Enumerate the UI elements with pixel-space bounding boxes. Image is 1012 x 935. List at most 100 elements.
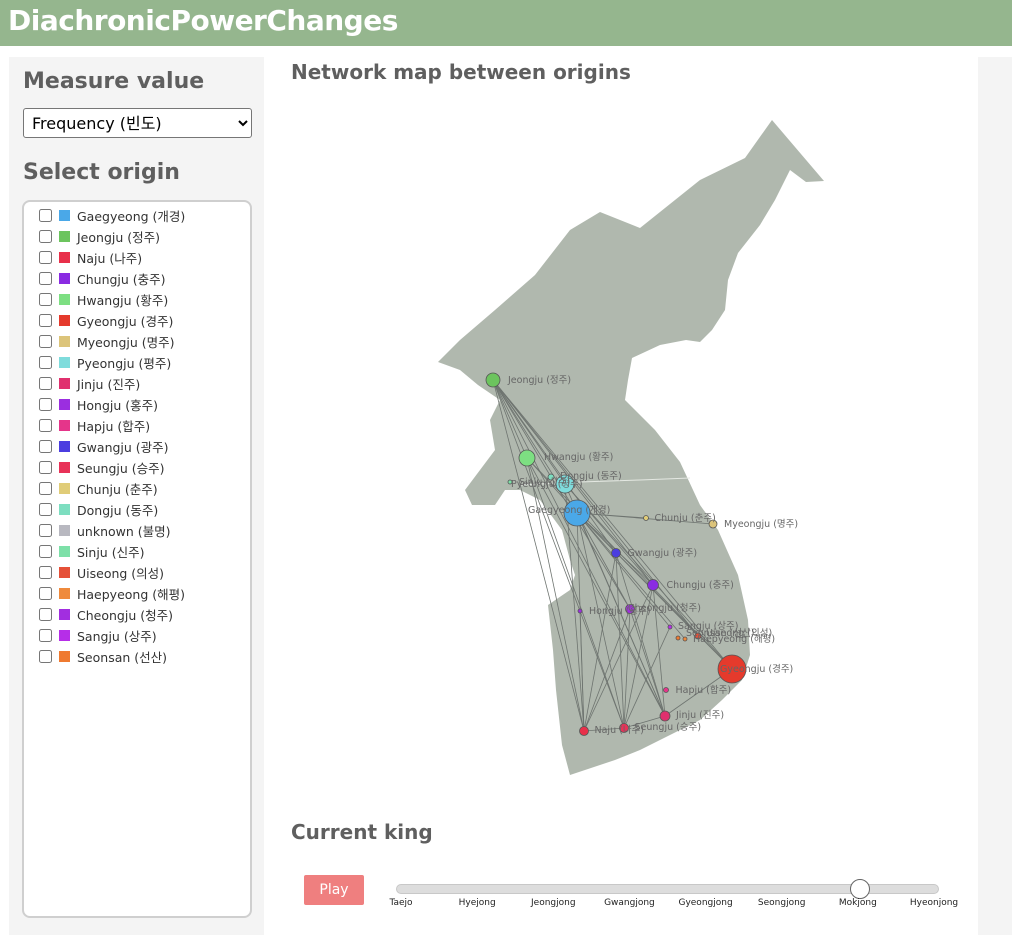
origin-color-swatch	[59, 546, 70, 557]
origin-color-swatch	[59, 231, 70, 242]
network-node-jinju[interactable]	[659, 710, 671, 722]
origin-checkbox[interactable]	[39, 356, 52, 369]
network-edge	[492, 379, 585, 732]
origin-item[interactable]: Gyeongju (경주)	[24, 310, 250, 331]
network-node-myeongju[interactable]	[708, 519, 718, 529]
origin-item[interactable]: Haepyeong (해평)	[24, 583, 250, 604]
king-tick-label: Seongjong	[757, 898, 806, 908]
origin-checkbox[interactable]	[39, 608, 52, 621]
origin-item[interactable]: Sinju (신주)	[24, 541, 250, 562]
network-node-jeongju[interactable]	[485, 372, 501, 388]
origin-item[interactable]: Chungju (충주)	[24, 268, 250, 289]
measure-select[interactable]: Frequency (빈도)	[23, 108, 252, 138]
king-tick-label: Hyejong	[458, 898, 496, 908]
origin-checkbox[interactable]	[39, 251, 52, 264]
network-node-chunju[interactable]	[643, 515, 649, 521]
origin-checkbox[interactable]	[39, 398, 52, 411]
network-node-chungju[interactable]	[647, 579, 659, 591]
network-node-seonsan[interactable]	[675, 635, 681, 641]
origin-color-swatch	[59, 294, 70, 305]
king-tick-label: Gwangjong	[604, 898, 655, 908]
origin-item[interactable]: Dongju (동주)	[24, 499, 250, 520]
origin-list[interactable]: Gaegyeong (개경) Jeongju (정주) Naju (나주) Chung…	[22, 200, 252, 918]
origin-checkbox[interactable]	[39, 440, 52, 453]
king-title: Current king	[291, 820, 433, 844]
origin-color-swatch	[59, 273, 70, 284]
origin-item[interactable]: Hwangju (황주)	[24, 289, 250, 310]
origin-item[interactable]: Sangju (상주)	[24, 625, 250, 646]
network-node-hapju[interactable]	[663, 687, 669, 693]
origin-checkbox[interactable]	[39, 272, 52, 285]
origin-checkbox[interactable]	[39, 461, 52, 474]
king-tick-label: Gyeongjong	[678, 898, 733, 908]
origin-checkbox[interactable]	[39, 377, 52, 390]
origin-item[interactable]: unknown (불명)	[24, 520, 250, 541]
origin-checkbox[interactable]	[39, 566, 52, 579]
network-node-pyeongju[interactable]	[555, 474, 575, 494]
network-edge	[492, 379, 617, 554]
origin-item[interactable]: Jinju (진주)	[24, 373, 250, 394]
origin-label: Naju (나주)	[77, 251, 143, 266]
origin-item[interactable]: Naju (나주)	[24, 247, 250, 268]
network-node-label: Gyeongju (경주)	[720, 663, 793, 675]
origin-item[interactable]: Gaegyeong (개경)	[24, 205, 250, 226]
origin-item[interactable]: Chunju (춘주)	[24, 478, 250, 499]
origin-label: Pyeongju (평주)	[77, 356, 172, 371]
origin-label: Dongju (동주)	[77, 503, 159, 518]
origin-checkbox[interactable]	[39, 587, 52, 600]
origin-checkbox[interactable]	[39, 650, 52, 663]
origin-checkbox[interactable]	[39, 482, 52, 495]
king-tick-label: Hyeonjong	[909, 898, 959, 908]
origin-checkbox[interactable]	[39, 503, 52, 516]
play-button[interactable]: Play	[304, 875, 364, 905]
network-node-uiseong[interactable]	[694, 632, 702, 640]
origin-checkbox[interactable]	[39, 293, 52, 306]
origin-checkbox[interactable]	[39, 314, 52, 327]
network-node-seungju[interactable]	[619, 723, 629, 733]
network-node-haepyeong[interactable]	[682, 636, 688, 642]
network-node-label: Jinju (진주)	[675, 710, 724, 721]
network-node-label: Gaegyeong (개경)	[528, 504, 610, 516]
king-slider-track[interactable]	[396, 884, 939, 894]
network-edge	[526, 457, 585, 732]
network-node-hwangju[interactable]	[518, 449, 536, 467]
origin-checkbox[interactable]	[39, 545, 52, 558]
network-node-gaegyeong[interactable]	[563, 499, 591, 527]
origin-item[interactable]: Jeongju (정주)	[24, 226, 250, 247]
network-node-label: Uiseong (의성)	[706, 628, 772, 639]
network-edge	[629, 608, 666, 717]
origin-label: Gyeongju (경주)	[77, 314, 174, 329]
origin-item[interactable]: Pyeongju (평주)	[24, 352, 250, 373]
network-node-sangju[interactable]	[667, 624, 673, 630]
origin-checkbox[interactable]	[39, 524, 52, 537]
origin-item[interactable]: Gwangju (광주)	[24, 436, 250, 457]
network-node-dongju[interactable]	[547, 473, 555, 481]
origin-item[interactable]: Seungju (승주)	[24, 457, 250, 478]
origin-checkbox[interactable]	[39, 209, 52, 222]
origin-color-swatch	[59, 588, 70, 599]
network-node-hongju[interactable]	[577, 608, 583, 614]
network-edge	[623, 715, 666, 729]
network-node-cheongju[interactable]	[625, 604, 635, 614]
origin-item[interactable]: Hongju (홍주)	[24, 394, 250, 415]
network-node-sinju[interactable]	[507, 479, 513, 485]
network-node-label: Gwangju (광주)	[628, 547, 698, 559]
origin-color-swatch	[59, 567, 70, 578]
king-slider-thumb[interactable]	[850, 879, 870, 899]
origin-item[interactable]: Myeongju (명주)	[24, 331, 250, 352]
origin-item[interactable]: Hapju (합주)	[24, 415, 250, 436]
map-title: Network map between origins	[291, 60, 631, 84]
origin-item[interactable]: Uiseong (의성)	[24, 562, 250, 583]
network-node-gyeongju[interactable]	[717, 654, 747, 684]
network-node-naju[interactable]	[579, 726, 589, 736]
origin-item[interactable]: Cheongju (청주)	[24, 604, 250, 625]
origin-item[interactable]: Seonsan (선산)	[24, 646, 250, 667]
origin-checkbox[interactable]	[39, 230, 52, 243]
network-node-gwangju[interactable]	[611, 548, 621, 558]
origin-checkbox[interactable]	[39, 335, 52, 348]
origin-label: Seungju (승주)	[77, 461, 165, 476]
origin-checkbox[interactable]	[39, 419, 52, 432]
origin-label: unknown (불명)	[77, 524, 171, 539]
origin-checkbox[interactable]	[39, 629, 52, 642]
